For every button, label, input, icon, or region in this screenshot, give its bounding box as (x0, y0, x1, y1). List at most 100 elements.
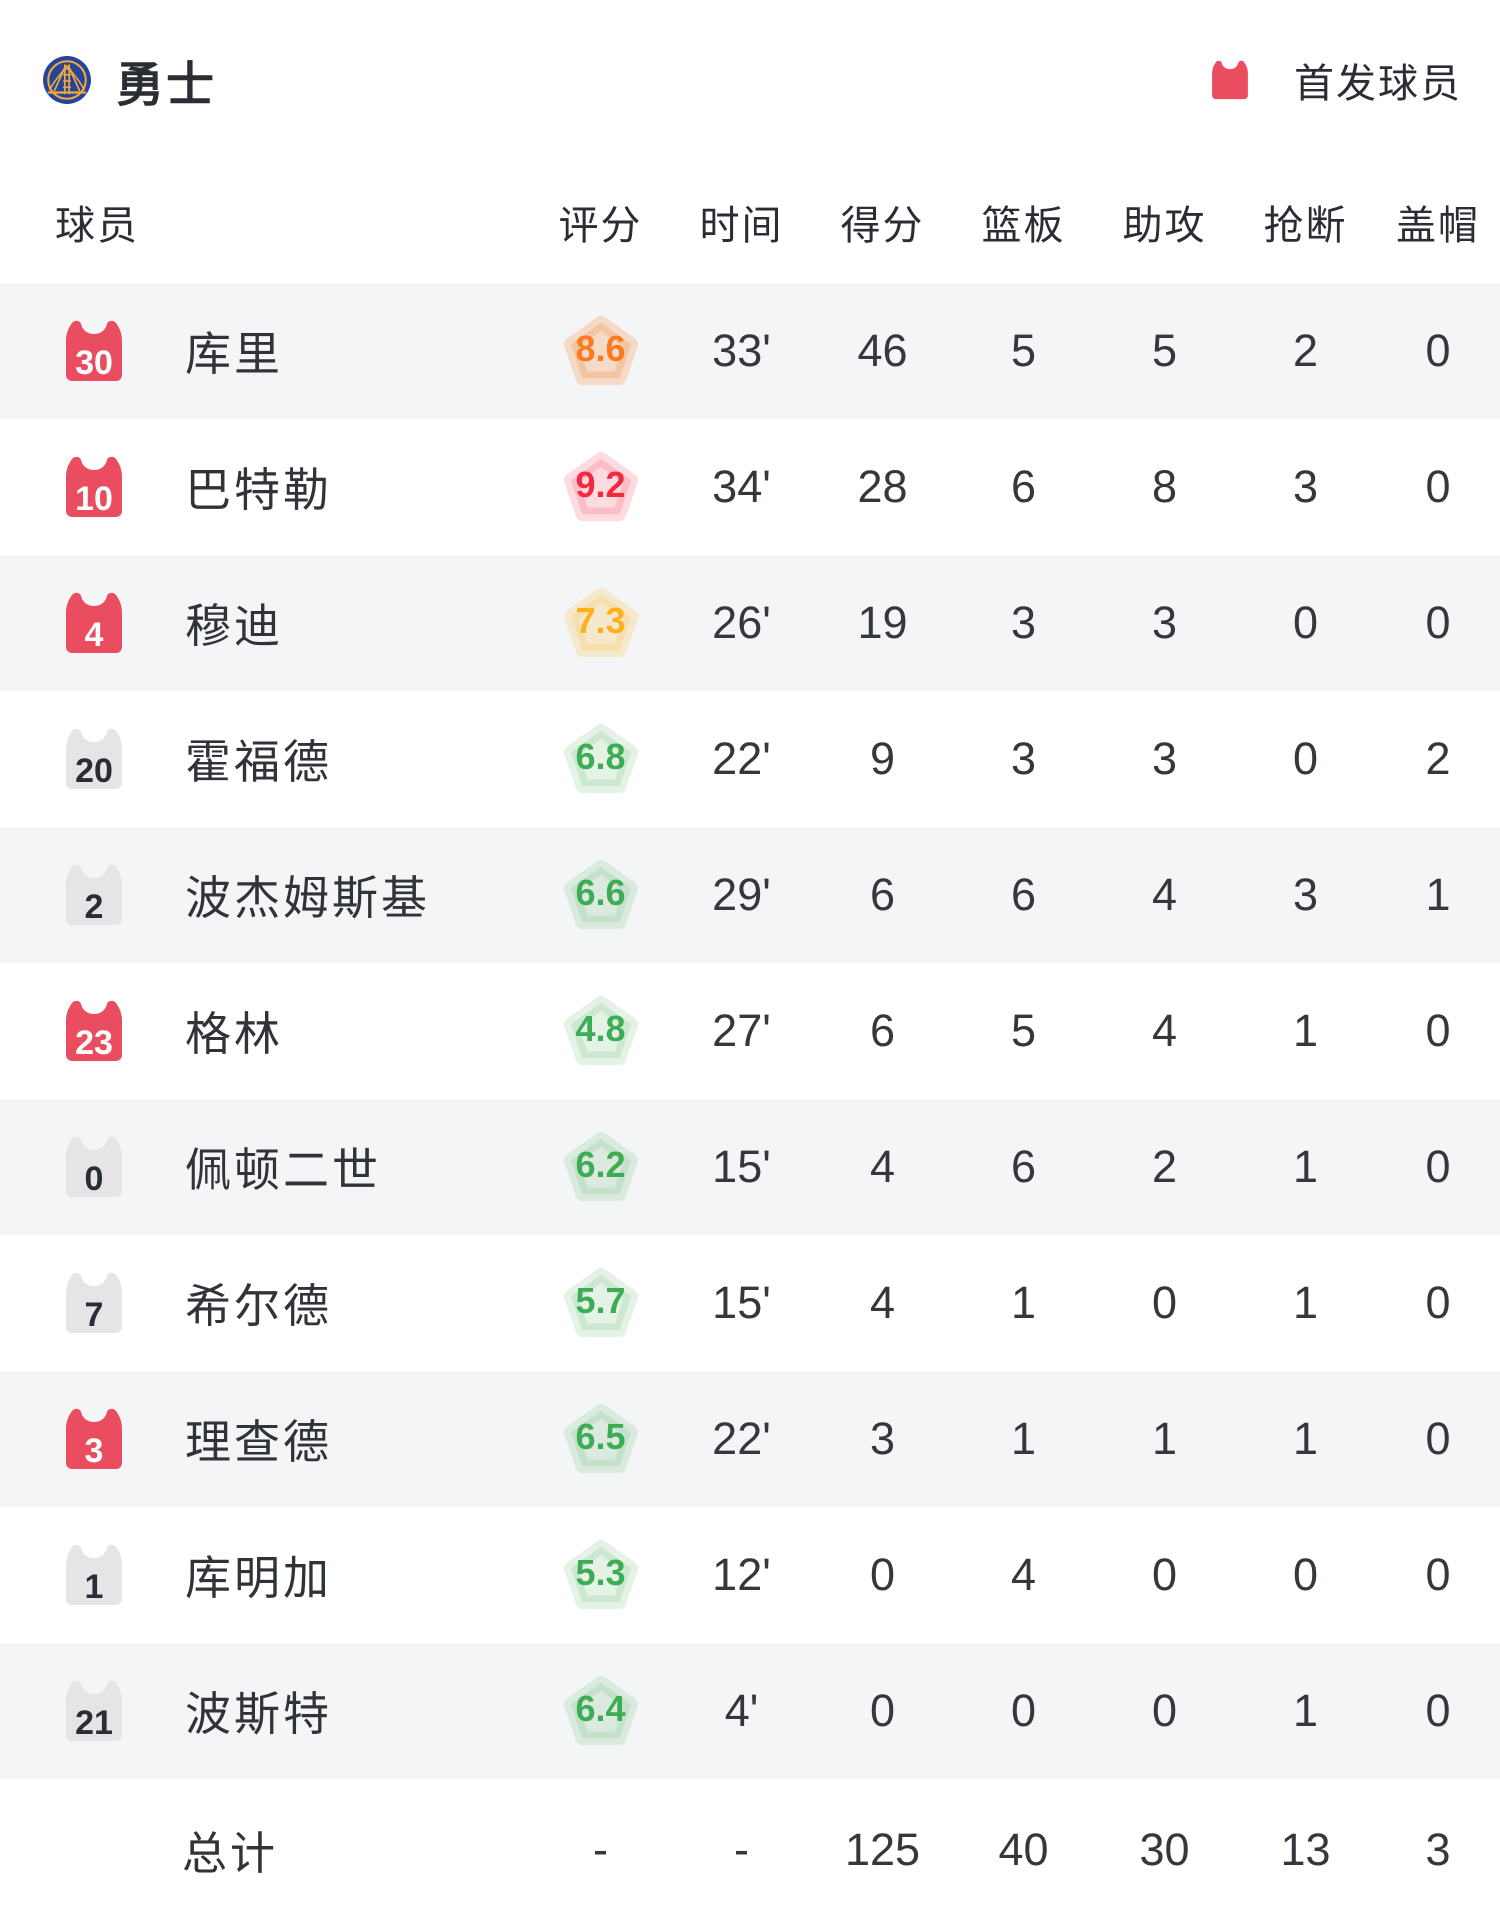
player-name: 佩顿二世 (185, 1144, 381, 1196)
player-row[interactable]: 3 理查德 6.5 22' 3 1 1 1 0 (0, 1371, 1500, 1507)
column-header-steals: 抢断 (1263, 203, 1348, 248)
jersey-icon: 1 (58, 1539, 130, 1611)
rating-badge: 9.2 (561, 449, 641, 525)
steals-value: 1 (1292, 1413, 1319, 1464)
assists-value: 5 (1151, 325, 1178, 376)
blocks-value: 0 (1425, 1549, 1451, 1600)
jersey-number: 23 (75, 1024, 113, 1062)
rating-value: 6.6 (575, 872, 626, 913)
rating-badge: 7.3 (561, 585, 641, 661)
starter-legend: 首发球员 (1194, 51, 1462, 109)
player-name: 格林 (185, 1008, 283, 1060)
totals-rebounds: 40 (998, 1823, 1049, 1875)
rebounds-value: 6 (1010, 461, 1037, 512)
player-name: 波斯特 (185, 1688, 332, 1740)
assists-value: 1 (1151, 1413, 1178, 1464)
rating-value: 4.8 (575, 1008, 626, 1049)
player-name: 波杰姆斯基 (185, 872, 430, 924)
jersey-number: 1 (84, 1568, 104, 1606)
jersey-number: 4 (84, 616, 104, 654)
column-header-blocks: 盖帽 (1396, 203, 1480, 248)
team-logo-icon (43, 56, 91, 104)
rebounds-value: 3 (1010, 597, 1037, 648)
column-header-points: 得分 (840, 203, 925, 248)
column-header-assists: 助攻 (1122, 203, 1207, 248)
totals-assists: 30 (1139, 1823, 1190, 1875)
rating-value: 6.2 (575, 1144, 626, 1185)
steals-value: 2 (1292, 325, 1319, 376)
rating-badge: 6.6 (561, 857, 641, 933)
player-row[interactable]: 2 波杰姆斯基 6.6 29' 6 6 4 3 1 (0, 827, 1500, 963)
player-row[interactable]: 21 波斯特 6.4 4' 0 0 0 1 0 (0, 1643, 1500, 1779)
points-value: 3 (869, 1413, 896, 1464)
steals-value: 0 (1292, 733, 1319, 784)
starter-legend-label: 首发球员 (1294, 62, 1462, 106)
minutes-value: 22' (712, 1413, 771, 1464)
rating-badge: 6.2 (561, 1129, 641, 1205)
assists-value: 0 (1151, 1685, 1178, 1736)
rating-badge: 6.4 (561, 1673, 641, 1749)
team-header[interactable]: 勇士 (42, 45, 216, 115)
jersey-number: 0 (84, 1160, 104, 1198)
player-row[interactable]: 1 库明加 5.3 12' 0 4 0 0 0 (0, 1507, 1500, 1643)
player-row[interactable]: 7 希尔德 5.7 15' 4 1 0 1 0 (0, 1235, 1500, 1371)
rebounds-value: 4 (1010, 1549, 1037, 1600)
jersey-icon: 7 (58, 1267, 130, 1339)
minutes-value: 27' (712, 1005, 771, 1056)
player-row[interactable]: 23 格林 4.8 27' 6 5 4 1 0 (0, 963, 1500, 1099)
rebounds-value: 5 (1010, 1005, 1037, 1056)
rebounds-value: 1 (1010, 1413, 1037, 1464)
player-name: 霍福德 (185, 736, 332, 788)
blocks-value: 0 (1425, 461, 1451, 512)
blocks-value: 0 (1425, 1141, 1451, 1192)
blocks-value: 0 (1425, 1413, 1451, 1464)
assists-value: 3 (1151, 733, 1178, 784)
jersey-icon: 23 (58, 995, 130, 1067)
player-name: 理查德 (185, 1416, 332, 1468)
player-row[interactable]: 0 佩顿二世 6.2 15' 4 6 2 1 0 (0, 1099, 1500, 1235)
points-value: 6 (869, 869, 896, 920)
jersey-icon: 4 (58, 587, 130, 659)
rating-badge: 6.8 (561, 721, 641, 797)
points-value: 0 (869, 1685, 896, 1736)
minutes-value: 29' (712, 869, 771, 920)
assists-value: 0 (1151, 1277, 1178, 1328)
steals-value: 3 (1292, 869, 1319, 920)
steals-value: 1 (1292, 1005, 1319, 1056)
assists-value: 8 (1151, 461, 1178, 512)
player-name: 巴特勒 (185, 464, 332, 516)
steals-value: 1 (1292, 1277, 1319, 1328)
points-value: 4 (869, 1141, 896, 1192)
rating-value: 6.4 (575, 1688, 626, 1729)
jersey-number: 21 (75, 1704, 113, 1742)
player-row[interactable]: 30 库里 8.6 33' 46 5 5 2 0 (0, 283, 1500, 419)
totals-minutes: - (734, 1823, 749, 1875)
rating-value: 6.8 (575, 736, 626, 777)
assists-value: 4 (1151, 1005, 1178, 1056)
rating-badge: 4.8 (561, 993, 641, 1069)
player-row[interactable]: 20 霍福德 6.8 22' 9 3 3 0 2 (0, 691, 1500, 827)
rows: 30 库里 8.6 33' 46 5 5 2 0 10 (0, 283, 1500, 1779)
minutes-value: 26' (712, 597, 771, 648)
player-row[interactable]: 10 巴特勒 9.2 34' 28 6 8 3 0 (0, 419, 1500, 555)
blocks-value: 1 (1425, 869, 1451, 920)
totals-rating: - (593, 1823, 608, 1875)
minutes-value: 15' (712, 1277, 771, 1328)
column-header-minutes: 时间 (699, 203, 784, 248)
steals-value: 0 (1292, 1549, 1319, 1600)
player-name: 库里 (185, 328, 283, 380)
jersey-number: 2 (84, 888, 104, 926)
rating-value: 9.2 (575, 464, 626, 505)
rebounds-value: 0 (1010, 1685, 1037, 1736)
steals-value: 0 (1292, 597, 1319, 648)
minutes-value: 15' (712, 1141, 771, 1192)
points-value: 28 (857, 461, 908, 512)
rating-value: 7.3 (575, 600, 626, 641)
jersey-number: 10 (75, 480, 113, 518)
rating-badge: 5.7 (561, 1265, 641, 1341)
rebounds-value: 5 (1010, 325, 1037, 376)
team-name: 勇士 (116, 59, 217, 112)
blocks-value: 0 (1425, 1277, 1451, 1328)
player-row[interactable]: 4 穆迪 7.3 26' 19 3 3 0 0 (0, 555, 1500, 691)
minutes-value: 34' (712, 461, 771, 512)
